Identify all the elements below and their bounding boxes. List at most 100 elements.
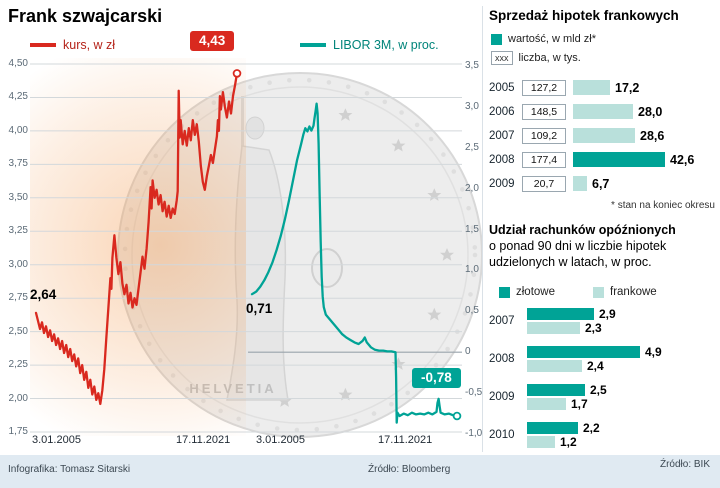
y-axis-tick-right: 0,5 — [465, 305, 479, 317]
y-axis-tick-right: 3,5 — [465, 60, 479, 71]
value-swatch-icon — [491, 33, 502, 45]
infographic-credit: Infografika: Tomasz Sitarski — [8, 464, 131, 475]
year-label: 2009 — [489, 177, 515, 190]
value-label: 2,4 — [587, 359, 604, 373]
helvetia-head — [245, 116, 265, 140]
count-value-box: 109,2 — [522, 127, 566, 144]
mortgage-sales-title: Sprzedaż hipotek frankowych — [489, 8, 679, 23]
value-label: 2,2 — [583, 421, 600, 435]
value-label: 1,7 — [571, 397, 588, 411]
y-axis-tick-left: 3,00 — [8, 258, 28, 270]
year-label: 2009 — [489, 391, 515, 403]
mortgage-row: 2007 109,2 28,6 — [489, 127, 717, 144]
value-label: 42,6 — [670, 152, 695, 167]
year-label: 2007 — [489, 129, 515, 142]
value-bar — [573, 80, 610, 95]
value-label: 28,6 — [640, 128, 665, 143]
legend-kurs: kurs, w zł — [30, 38, 115, 52]
count-value-box: 127,2 — [522, 79, 566, 96]
year-label: 2005 — [489, 81, 515, 94]
bar-line: 2,4 — [527, 359, 717, 373]
count-value-box: 177,4 — [522, 151, 566, 168]
y-axis-tick-left: 4,25 — [8, 91, 28, 103]
year-label: 2006 — [489, 105, 515, 118]
bar-line: 2,3 — [527, 321, 717, 335]
y-axis-tick-right: 2,0 — [465, 182, 479, 194]
y-axis-tick-left: 3,50 — [8, 191, 28, 203]
frankowe-swatch-icon — [593, 286, 604, 298]
value-label: 4,9 — [645, 345, 662, 359]
value-label: 2,5 — [590, 383, 607, 397]
zlotowe-bar — [527, 308, 594, 320]
y-axis-tick-left: 2,75 — [8, 292, 28, 304]
delinquency-legend: złotowe frankowe — [499, 286, 657, 298]
warm-glow — [30, 58, 246, 436]
delinquency-row: 2007 2,9 2,3 — [489, 307, 717, 335]
zlotowe-swatch-icon — [499, 286, 510, 298]
value-bar — [573, 176, 587, 191]
year-label: 2007 — [489, 315, 515, 327]
kurs-start-annotation: 2,64 — [30, 287, 57, 302]
y-axis-tick-right: -0,5 — [465, 387, 483, 399]
value-label: 17,2 — [615, 80, 640, 95]
kurs-end-value-badge: 4,43 — [190, 31, 235, 51]
mortgage-row: 2008 177,4 42,6 — [489, 151, 717, 168]
y-axis-tick-left: 2,25 — [8, 359, 28, 371]
libor-line-swatch — [300, 43, 326, 47]
legend-frankowe: frankowe — [593, 286, 657, 298]
mortgage-row: 2006 148,5 28,0 — [489, 103, 717, 120]
bar-line: 2,9 — [527, 307, 717, 321]
value-bar — [573, 128, 635, 143]
footnote: * stan na koniec okresu — [611, 200, 715, 211]
line-series — [34, 69, 462, 424]
bar-pair: 2,5 1,7 — [527, 383, 717, 411]
bar-line: 2,2 — [527, 421, 717, 435]
x-axis-tick: 17.11.2021 — [176, 434, 231, 446]
value-legend-label: wartość, w mld zł* — [508, 33, 597, 45]
delinquency-chart: 2007 2,9 2,3 2008 4,9 2,4 2009 2,5 1,7 2010 2,2 1,2 — [489, 307, 717, 460]
libor-end-value-badge: -0,78 — [412, 368, 461, 388]
mortgage-row: 2009 20,7 6,7 — [489, 175, 717, 192]
zlotowe-bar — [527, 346, 640, 358]
legend-zlotowe: złotowe — [499, 286, 555, 298]
value-label: 2,3 — [585, 321, 602, 335]
source-bloomberg: Źródło: Bloomberg — [368, 464, 451, 475]
delinquency-row: 2008 4,9 2,4 — [489, 345, 717, 373]
count-box-icon: xxx — [491, 51, 513, 65]
source-bik: Źródło: BIK — [659, 459, 710, 470]
delinquency-row: 2009 2,5 1,7 — [489, 383, 717, 411]
legend-count: xxx liczba, w tys. — [491, 51, 581, 65]
value-label: 2,9 — [599, 307, 616, 321]
value-bar — [573, 152, 665, 167]
footer-bar: Infografika: Tomasz Sitarski Źródło: Blo… — [0, 455, 720, 488]
x-axis-tick: 17.11.2021 — [378, 434, 433, 446]
mortgage-row: 2005 127,2 17,2 — [489, 79, 717, 96]
x-axis-tick: 3.01.2005 — [32, 434, 81, 446]
bar-line: 4,9 — [527, 345, 717, 359]
frankowe-bar — [527, 398, 566, 410]
delinquency-title: Udział rachunków opóźnionych o ponad 90 … — [489, 223, 676, 269]
page-title: Frank szwajcarski — [8, 6, 163, 26]
zlotowe-bar — [527, 422, 578, 434]
bar-line: 2,5 — [527, 383, 717, 397]
y-axis-tick-left: 4,50 — [8, 58, 28, 69]
y-axis-tick-right: 2,5 — [465, 141, 479, 153]
value-label: 6,7 — [592, 176, 610, 191]
legend-value: wartość, w mld zł* — [491, 33, 596, 45]
y-axis-tick-right: 0 — [465, 346, 471, 358]
delinquency-row: 2010 2,2 1,2 — [489, 421, 717, 449]
panel-divider — [482, 6, 483, 452]
y-axis-tick-left: 2,00 — [8, 392, 28, 404]
kurs-line-swatch — [30, 43, 56, 47]
y-axis-tick-left: 4,00 — [8, 124, 28, 136]
x-axis-tick: 3.01.2005 — [256, 434, 305, 446]
y-axis-tick-left: 3,75 — [8, 158, 28, 170]
count-value-box: 148,5 — [522, 103, 566, 120]
year-label: 2010 — [489, 429, 515, 441]
mortgage-sales-chart: 2005 127,2 17,2 2006 148,5 28,0 2007 109,2 28,6 2… — [489, 79, 717, 200]
legend-libor: LIBOR 3M, w proc. — [300, 38, 439, 52]
year-label: 2008 — [489, 153, 515, 166]
bar-pair: 2,2 1,2 — [527, 421, 717, 449]
